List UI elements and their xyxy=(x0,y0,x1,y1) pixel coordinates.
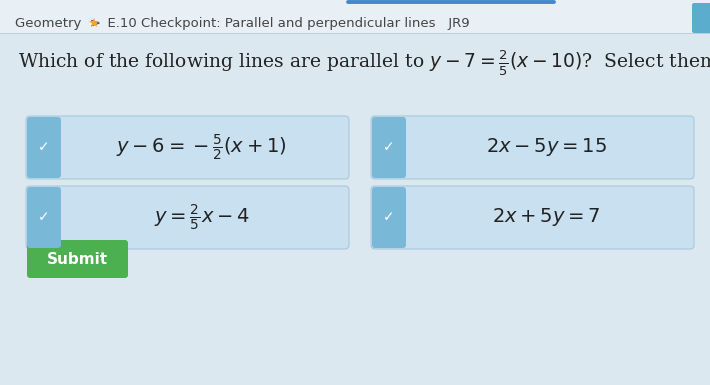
Text: E.10 Checkpoint: Parallel and perpendicular lines   JR9: E.10 Checkpoint: Parallel and perpendicu… xyxy=(99,17,469,30)
Text: ★: ★ xyxy=(87,17,99,30)
Text: $2x - 5y = 15$: $2x - 5y = 15$ xyxy=(486,137,607,159)
FancyBboxPatch shape xyxy=(0,0,710,33)
Text: $y - 6 = -\frac{5}{2}(x + 1)$: $y - 6 = -\frac{5}{2}(x + 1)$ xyxy=(116,132,287,162)
FancyBboxPatch shape xyxy=(27,187,61,248)
Text: ✓: ✓ xyxy=(383,141,395,154)
Text: Which of the following lines are parallel to $y - 7 = \frac{2}{5}(x - 10)$?  Sel: Which of the following lines are paralle… xyxy=(18,48,710,78)
Text: ✓: ✓ xyxy=(38,211,50,224)
FancyBboxPatch shape xyxy=(692,3,710,33)
Text: $y = \frac{2}{5}x - 4$: $y = \frac{2}{5}x - 4$ xyxy=(153,203,249,233)
FancyBboxPatch shape xyxy=(372,117,406,178)
FancyBboxPatch shape xyxy=(372,187,406,248)
Text: Submit: Submit xyxy=(47,251,108,266)
Text: $2x + 5y = 7$: $2x + 5y = 7$ xyxy=(492,206,601,229)
FancyBboxPatch shape xyxy=(26,186,349,249)
FancyBboxPatch shape xyxy=(371,116,694,179)
FancyBboxPatch shape xyxy=(371,186,694,249)
FancyBboxPatch shape xyxy=(27,117,61,178)
FancyBboxPatch shape xyxy=(26,116,349,179)
FancyBboxPatch shape xyxy=(27,240,128,278)
Text: ✓: ✓ xyxy=(38,141,50,154)
Text: ✓: ✓ xyxy=(383,211,395,224)
Text: Geometry  >: Geometry > xyxy=(15,17,109,30)
